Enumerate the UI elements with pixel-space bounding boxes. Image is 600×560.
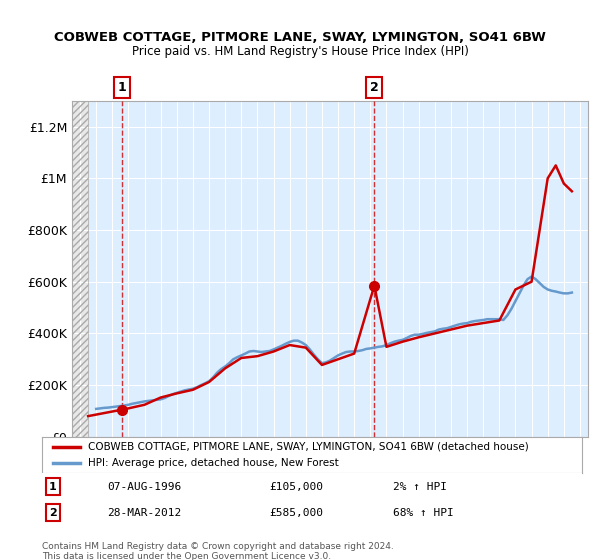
Text: COBWEB COTTAGE, PITMORE LANE, SWAY, LYMINGTON, SO41 6BW: COBWEB COTTAGE, PITMORE LANE, SWAY, LYMI… (54, 31, 546, 44)
Text: Price paid vs. HM Land Registry's House Price Index (HPI): Price paid vs. HM Land Registry's House … (131, 45, 469, 58)
Text: 1: 1 (118, 81, 127, 94)
Text: £105,000: £105,000 (269, 482, 323, 492)
Text: Contains HM Land Registry data © Crown copyright and database right 2024.
This d: Contains HM Land Registry data © Crown c… (42, 542, 394, 560)
Text: £585,000: £585,000 (269, 507, 323, 517)
Text: 2% ↑ HPI: 2% ↑ HPI (393, 482, 447, 492)
Text: 28-MAR-2012: 28-MAR-2012 (107, 507, 181, 517)
Bar (72, 101, 88, 437)
Text: 2: 2 (49, 507, 56, 517)
Text: COBWEB COTTAGE, PITMORE LANE, SWAY, LYMINGTON, SO41 6BW (detached house): COBWEB COTTAGE, PITMORE LANE, SWAY, LYMI… (88, 442, 529, 452)
Text: 1: 1 (49, 482, 56, 492)
Text: 2: 2 (370, 81, 379, 94)
Text: 07-AUG-1996: 07-AUG-1996 (107, 482, 181, 492)
Text: HPI: Average price, detached house, New Forest: HPI: Average price, detached house, New … (88, 458, 338, 468)
Text: 68% ↑ HPI: 68% ↑ HPI (393, 507, 454, 517)
Bar (72, 101, 88, 437)
